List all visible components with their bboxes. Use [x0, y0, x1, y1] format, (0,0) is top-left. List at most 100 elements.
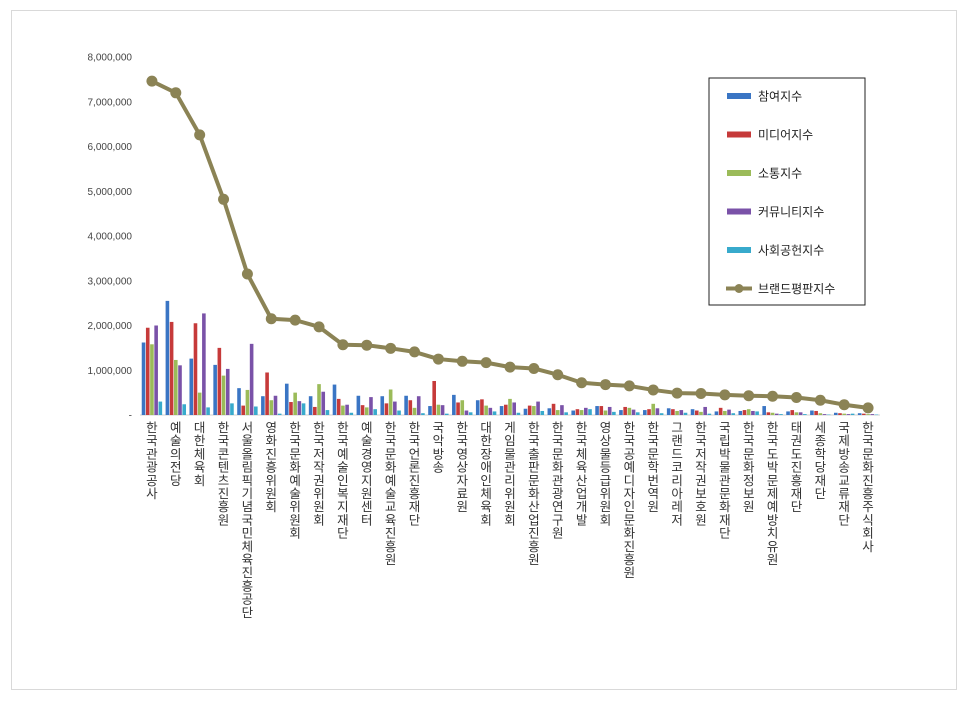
- bar: [293, 392, 297, 415]
- bar: [607, 406, 612, 415]
- bar: [551, 403, 556, 415]
- legend-label: 커뮤니티지수: [758, 205, 824, 219]
- data-point: [528, 362, 540, 374]
- bar: [301, 403, 306, 415]
- legend-swatch: [727, 93, 751, 99]
- bar: [862, 413, 866, 415]
- bar: [571, 410, 576, 415]
- bar: [388, 389, 393, 415]
- data-point: [647, 384, 659, 396]
- bar: [356, 395, 361, 415]
- data-point: [671, 387, 683, 399]
- bar: [599, 406, 604, 415]
- bar: [675, 410, 679, 415]
- bar: [174, 359, 178, 415]
- bar: [504, 404, 508, 415]
- bar: [612, 411, 616, 415]
- bar: [412, 407, 417, 415]
- bar: [723, 410, 727, 415]
- bar: [651, 403, 656, 415]
- bar: [277, 413, 282, 415]
- data-point: [385, 342, 397, 354]
- bar: [718, 407, 723, 415]
- data-point: [743, 390, 755, 402]
- bar: [516, 412, 521, 415]
- bar: [838, 413, 842, 415]
- bar: [659, 413, 664, 415]
- bar: [532, 406, 536, 415]
- data-point: [337, 339, 349, 351]
- bar: [206, 407, 210, 415]
- bar: [508, 398, 512, 415]
- legend-label: 사회공헌지수: [758, 244, 824, 258]
- bar: [384, 403, 389, 415]
- bar: [364, 407, 369, 415]
- y-tick-label: 8,000,000: [88, 53, 133, 64]
- bar: [874, 414, 879, 416]
- data-point: [289, 314, 301, 326]
- bar: [145, 327, 150, 415]
- bar: [189, 358, 194, 415]
- bar: [182, 404, 187, 415]
- bar: [707, 413, 712, 415]
- bar: [786, 411, 790, 415]
- data-point: [194, 129, 206, 141]
- bar: [464, 410, 469, 415]
- bar: [202, 313, 206, 415]
- bar: [623, 406, 627, 415]
- bar: [380, 396, 385, 415]
- bar: [727, 409, 731, 415]
- bar: [803, 414, 807, 415]
- bar: [555, 410, 560, 415]
- bar: [746, 409, 751, 415]
- bar: [261, 396, 265, 415]
- bar: [225, 368, 230, 415]
- bar: [436, 404, 441, 415]
- data-point: [862, 402, 874, 414]
- bar: [154, 325, 158, 415]
- bar: [245, 389, 250, 415]
- data-point: [170, 87, 182, 99]
- bar: [846, 414, 851, 415]
- bar: [826, 414, 831, 416]
- bar: [336, 398, 341, 415]
- bar: [317, 384, 321, 415]
- legend-swatch: [727, 208, 751, 215]
- bar: [468, 412, 473, 415]
- data-point: [814, 394, 826, 406]
- bar: [289, 402, 293, 415]
- bar: [814, 410, 818, 415]
- legend-swatch: [727, 170, 751, 176]
- bar: [416, 396, 421, 415]
- bar: [647, 409, 651, 415]
- bar: [575, 409, 580, 415]
- data-point: [241, 268, 253, 280]
- data-point: [695, 388, 707, 400]
- bar: [866, 414, 870, 415]
- bar: [512, 402, 516, 415]
- bar: [444, 413, 449, 415]
- bar: [564, 412, 568, 415]
- bar: [269, 400, 274, 415]
- bar: [141, 342, 146, 415]
- bar: [683, 412, 688, 415]
- bar: [308, 396, 313, 415]
- bar: [404, 395, 408, 415]
- legend-label: 브랜드평판지수: [758, 282, 835, 296]
- y-tick-label: 7,000,000: [88, 97, 133, 108]
- bar: [273, 395, 278, 415]
- y-tick-label: 3,000,000: [88, 276, 133, 287]
- bar: [313, 406, 317, 415]
